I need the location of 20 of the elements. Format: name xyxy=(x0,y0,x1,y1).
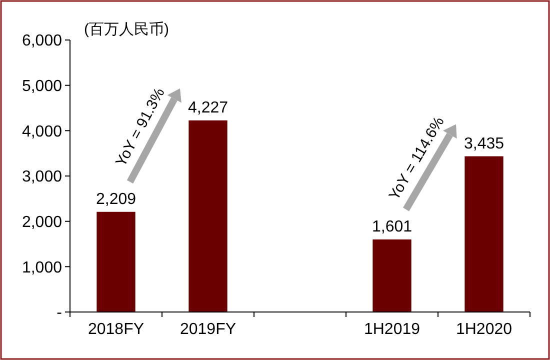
bar xyxy=(464,156,504,312)
bar xyxy=(188,120,228,312)
bar xyxy=(372,239,412,312)
y-tick-label: 2,000 xyxy=(22,214,62,231)
x-tick-label: 2019FY xyxy=(180,321,236,338)
data-label: 2,209 xyxy=(96,190,136,208)
y-tick-label: 5,000 xyxy=(22,78,62,95)
x-tick-label: 1H2019 xyxy=(364,321,420,338)
bar xyxy=(96,212,136,312)
data-label: 4,227 xyxy=(188,99,228,116)
y-tick-label: - xyxy=(56,304,62,322)
data-label: 3,435 xyxy=(464,135,504,152)
y-tick-label: 1,000 xyxy=(22,259,62,276)
x-tick-label: 2018FY xyxy=(88,321,144,338)
y-tick-label: 3,000 xyxy=(22,168,62,186)
x-tick-label: 1H2020 xyxy=(456,321,512,338)
data-label: 1,601 xyxy=(372,218,412,236)
y-axis-title: (百万人民币) xyxy=(84,21,169,38)
y-tick-label: 4,000 xyxy=(22,123,62,140)
y-tick-label: 6,000 xyxy=(22,32,62,50)
